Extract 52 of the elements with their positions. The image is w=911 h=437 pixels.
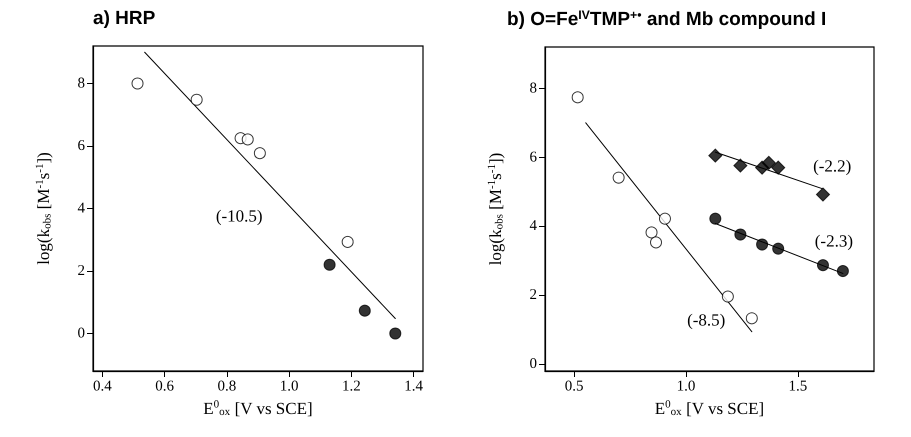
chart-title: a) HRP bbox=[93, 8, 156, 29]
point bbox=[358, 304, 371, 317]
x-tick-label: 0.5 bbox=[564, 378, 584, 394]
point bbox=[722, 290, 734, 303]
annotation: (-2.2) bbox=[813, 156, 852, 176]
point bbox=[708, 148, 722, 163]
annotation: (-2.3) bbox=[814, 231, 853, 250]
y-tick-label: 2 bbox=[78, 263, 85, 279]
x-tick-label: 1.2 bbox=[342, 378, 361, 394]
annotation: (-8.5) bbox=[687, 310, 726, 330]
point bbox=[572, 91, 584, 104]
y-tick-label: 8 bbox=[530, 80, 537, 96]
x-tick-label: 1.5 bbox=[788, 378, 808, 394]
annotation: (-10.5) bbox=[216, 206, 263, 226]
point bbox=[190, 94, 203, 106]
point bbox=[762, 156, 776, 170]
y-axis-title: log(kobs [M-1s-1]) bbox=[486, 152, 506, 266]
y-axis-title: log(kobs [M-1s-1]) bbox=[34, 152, 54, 265]
point bbox=[132, 78, 144, 90]
point bbox=[816, 188, 830, 202]
x-tick-label: 1.0 bbox=[676, 378, 696, 394]
x-tick-label: 0.6 bbox=[155, 378, 174, 394]
y-tick-label: 2 bbox=[530, 287, 537, 304]
point bbox=[658, 212, 671, 225]
x-tick-label: 1.0 bbox=[280, 378, 299, 394]
y-tick-label: 4 bbox=[530, 218, 538, 234]
y-tick-label: 6 bbox=[78, 138, 86, 154]
point bbox=[756, 238, 768, 250]
x-tick-label: 0.4 bbox=[92, 378, 112, 394]
point bbox=[324, 258, 336, 271]
y-tick-label: 0 bbox=[530, 356, 537, 372]
point bbox=[612, 172, 625, 184]
point bbox=[646, 226, 658, 238]
point bbox=[816, 259, 829, 272]
point bbox=[342, 236, 354, 248]
point bbox=[772, 242, 784, 255]
point bbox=[389, 328, 402, 340]
point bbox=[709, 212, 722, 225]
y-tick-label: 4 bbox=[78, 200, 86, 216]
y-tick-label: 0 bbox=[78, 326, 85, 342]
point bbox=[734, 228, 746, 241]
point bbox=[771, 160, 786, 175]
y-tick-label: 6 bbox=[530, 149, 538, 166]
point bbox=[254, 147, 266, 160]
x-tick-label: 1.4 bbox=[404, 378, 424, 394]
point bbox=[242, 133, 254, 146]
x-tick-label: 0.8 bbox=[217, 378, 236, 394]
point bbox=[836, 265, 849, 278]
point bbox=[650, 236, 662, 248]
y-tick-label: 8 bbox=[78, 76, 85, 92]
point bbox=[733, 158, 748, 173]
point bbox=[746, 312, 758, 324]
